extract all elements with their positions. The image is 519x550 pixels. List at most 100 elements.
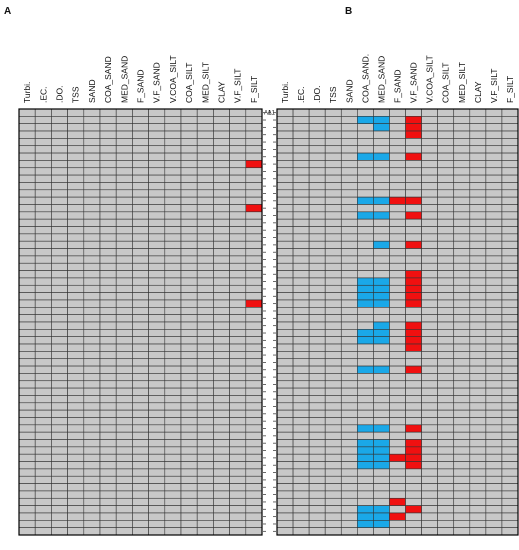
heatmap-cell [18,475,36,484]
heatmap-cell [469,196,487,205]
heatmap-cell [421,431,438,440]
heatmap-cell [324,351,342,360]
heatmap-cell [389,365,406,374]
heatmap-cell [308,321,326,330]
heatmap-cell [324,116,342,124]
heatmap-cell [437,152,455,161]
heatmap-cell [115,468,133,477]
heatmap-cell [99,527,117,536]
heatmap-cell [405,314,422,323]
heatmap-cell [18,402,36,411]
heatmap-cell [405,446,422,455]
heatmap-cell [67,424,85,433]
heatmap-cell [99,270,117,279]
heatmap-cell [180,468,198,477]
heatmap-cell [196,277,214,286]
heatmap-cell [405,329,422,337]
heatmap-cell [485,299,503,308]
heatmap-cell [148,240,166,249]
heatmap-cell [469,123,487,132]
heatmap-cell [276,490,294,499]
heatmap-cell [67,402,85,411]
heatmap-cell [485,292,503,301]
heatmap-cell [324,240,342,249]
heatmap-cell [196,395,214,404]
heatmap-cell [245,240,263,249]
heatmap-cell [34,468,52,477]
heatmap-cell [469,277,487,286]
heatmap-cell [229,145,247,154]
heatmap-cell [115,395,133,404]
heatmap-cell [485,130,503,139]
heatmap-cell [485,351,503,360]
heatmap-cell [196,483,214,492]
heatmap-cell [292,123,310,132]
heatmap-cell [421,446,438,455]
heatmap-cell [99,446,117,455]
heatmap-cell [421,167,438,176]
heatmap-cell [340,226,358,235]
heatmap-cell [469,387,487,396]
heatmap-cell [83,130,101,139]
heatmap-cell [229,387,247,396]
heatmap-cell [115,116,133,124]
heatmap-cell [196,387,214,396]
heatmap-cell [34,284,52,293]
heatmap-cell [373,189,390,198]
heatmap-cell [245,321,263,330]
heatmap-cell [115,351,133,360]
heatmap-cell [213,211,230,220]
heatmap-cell [213,292,230,301]
heatmap-cell [453,204,471,213]
heatmap-cell [469,174,487,183]
heatmap-cell [308,475,326,484]
heatmap-cell [453,174,471,183]
heatmap-cell [292,336,310,345]
heatmap-cell [308,497,326,506]
heatmap-cell [485,218,503,227]
heatmap-cell [83,439,101,448]
heatmap-cell [34,380,52,389]
heatmap-cell [18,453,36,462]
heatmap-cell [389,468,406,477]
heatmap-cell [180,417,198,426]
heatmap-cell [389,211,406,220]
heatmap-cell [18,483,36,492]
heatmap-cell [148,307,166,315]
heatmap-cell [308,174,326,183]
heatmap-cell [308,189,326,198]
heatmap-cell [453,424,471,433]
heatmap-cell [99,380,117,389]
heatmap-cell [501,409,519,418]
column-label: .DO. [312,86,322,103]
heatmap-cell [340,160,358,169]
heatmap-cell [164,248,182,257]
heatmap-cell [164,226,182,235]
heatmap-cell [115,483,133,492]
heatmap-cell [292,211,310,220]
heatmap-cell [180,189,198,198]
heatmap-cell [196,461,214,470]
heatmap-cell [389,138,406,147]
heatmap-cell [67,439,85,448]
heatmap-cell [229,255,247,264]
heatmap-cell [453,130,471,139]
heatmap-cell [115,174,133,183]
heatmap-cell [213,490,230,499]
heatmap-cell [51,240,68,249]
heatmap-cell [405,373,422,382]
heatmap-cell [469,439,487,448]
heatmap-cell [115,204,133,213]
heatmap-cell [229,373,247,382]
heatmap-cell [340,204,358,213]
heatmap-cell [324,395,342,404]
heatmap-cell [453,461,471,470]
heatmap-cell [292,365,310,374]
heatmap-cell [501,204,519,213]
heatmap-cell [324,255,342,264]
heatmap-cell [501,483,519,492]
heatmap-cell [469,167,487,176]
heatmap-cell [437,160,455,169]
heatmap-cell [469,453,487,462]
